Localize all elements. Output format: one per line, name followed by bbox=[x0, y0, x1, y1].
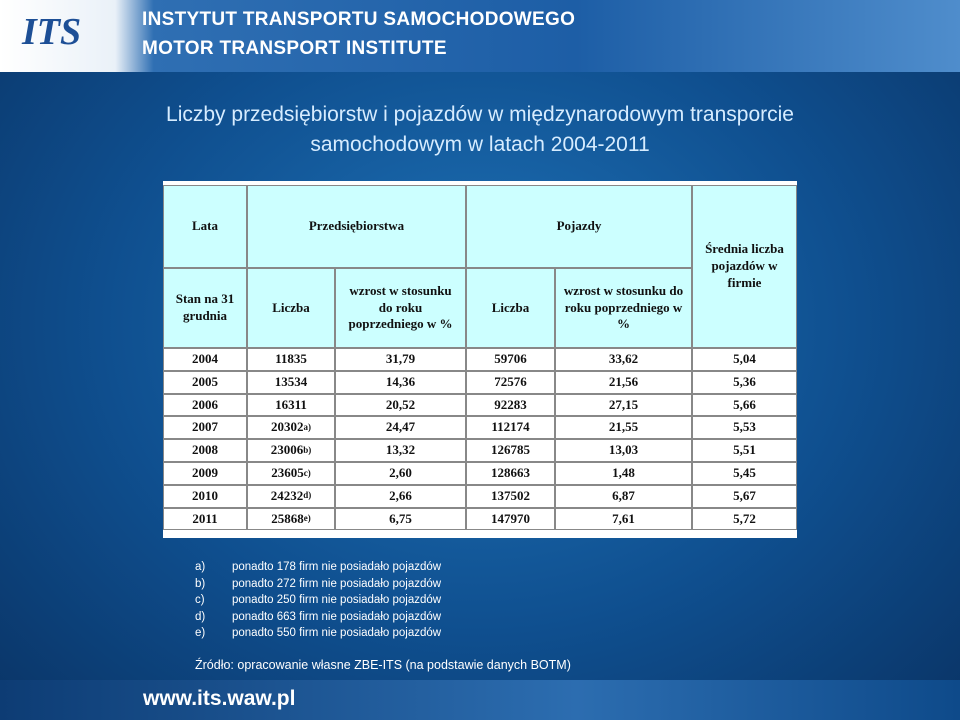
table-cell: 72576 bbox=[466, 370, 555, 394]
note-label: b) bbox=[195, 577, 206, 590]
table-cell: 13,32 bbox=[335, 439, 466, 462]
footer-url: www.its.waw.pl bbox=[143, 687, 296, 710]
table-cell: 2010 bbox=[163, 484, 247, 508]
table-cell: 1,48 bbox=[555, 462, 692, 485]
header-cell: Lata bbox=[163, 185, 247, 268]
note-label: d) bbox=[195, 610, 206, 623]
cell-value: 13534 bbox=[274, 373, 308, 389]
cell-value: 25868 bbox=[271, 510, 304, 526]
table-cell: 112174 bbox=[466, 416, 555, 440]
table-cell: 147970 bbox=[466, 507, 555, 531]
header-cell: Liczba bbox=[466, 268, 555, 348]
table-cell: 2,66 bbox=[335, 484, 466, 508]
table-cell: 25868 e) bbox=[247, 507, 335, 531]
table-cell: 24,47 bbox=[335, 416, 466, 440]
cell-value: 24232 bbox=[270, 487, 304, 503]
table-cell: 7,61 bbox=[555, 507, 692, 531]
footer: www.its.waw.pl bbox=[0, 680, 960, 720]
header: ITS INSTYTUT TRANSPORTU SAMOCHODOWEGO MO… bbox=[0, 0, 960, 72]
table-cell: 2009 bbox=[163, 462, 247, 485]
note-label: a) bbox=[195, 561, 206, 573]
note-label: c) bbox=[195, 594, 205, 606]
cell-value: 20302 bbox=[271, 419, 304, 435]
cell-value: 16311 bbox=[275, 396, 307, 412]
table-cell: 5,36 bbox=[692, 370, 797, 394]
table-cell: 13,03 bbox=[555, 439, 692, 462]
table-cell: 2008 bbox=[163, 439, 247, 462]
table-cell: 6,87 bbox=[555, 484, 692, 508]
note-text: ponadto 550 firm nie posiadało pojazdów bbox=[232, 627, 442, 639]
footnote-ref: c) bbox=[303, 467, 311, 478]
table: Lata Przedsiębiorstwa Pojazdy Średnia liczb… bbox=[163, 181, 797, 538]
table-cell: 16311 bbox=[247, 393, 335, 417]
footnote-ref: a) bbox=[303, 421, 312, 432]
footnote-ref: b) bbox=[303, 444, 312, 455]
table-cell: 5,51 bbox=[692, 439, 797, 462]
table-cell: 2005 bbox=[163, 370, 247, 394]
note-text: ponadto 250 firm nie posiadało pojazdów bbox=[232, 594, 442, 606]
header-cell: Pojazdy bbox=[466, 185, 692, 268]
table-cell: 5,04 bbox=[692, 348, 797, 371]
header-cell: Stan na 31 grudnia bbox=[163, 268, 247, 348]
footnote-ref: d) bbox=[303, 490, 312, 501]
institute-name: INSTYTUT TRANSPORTU SAMOCHODOWEGO bbox=[142, 9, 576, 30]
table-cell: 2011 bbox=[163, 507, 247, 531]
table-cell: 5,45 bbox=[692, 462, 797, 485]
table-cell: 2006 bbox=[163, 393, 247, 417]
table-cell: 20302 a) bbox=[247, 416, 335, 440]
cell-value: 11835 bbox=[275, 350, 307, 366]
table-cell: 33,62 bbox=[555, 348, 692, 371]
table-cell: 6,75 bbox=[335, 507, 466, 531]
table-cell: 23605 c) bbox=[247, 462, 335, 485]
table-cell: 92283 bbox=[466, 393, 555, 417]
institute-name-en: MOTOR TRANSPORT INSTITUTE bbox=[142, 38, 447, 59]
table-cell: 5,66 bbox=[692, 393, 797, 417]
table-cell: 126785 bbox=[466, 439, 555, 462]
header-cell: wzrost w stosunku do roku poprzedniego w… bbox=[335, 268, 466, 348]
table-cell: 13534 bbox=[247, 370, 335, 394]
source: Źródło: opracowanie własne ZBE-ITS (na p… bbox=[195, 658, 571, 672]
logo: ITS bbox=[22, 11, 82, 53]
header-cell: wzrost w stosunku do roku poprzedniego w… bbox=[555, 268, 692, 348]
table-cell: 11835 bbox=[247, 348, 335, 371]
table-cell: 137502 bbox=[466, 484, 555, 508]
table-cell: 14,36 bbox=[335, 370, 466, 394]
table-cell: 2,60 bbox=[335, 462, 466, 485]
table-cell: 5,67 bbox=[692, 484, 797, 508]
header-cell: Liczba bbox=[247, 268, 335, 348]
table-cell: 59706 bbox=[466, 348, 555, 371]
slide-title: samochodowym w latach 2004-2011 bbox=[310, 133, 650, 156]
table-cell: 20,52 bbox=[335, 393, 466, 417]
table-cell: 23006 b) bbox=[247, 439, 335, 462]
table-cell: 24232 d) bbox=[247, 484, 335, 508]
table-cell: 31,79 bbox=[335, 348, 466, 371]
table-cell: 5,72 bbox=[692, 507, 797, 531]
table-cell: 2004 bbox=[163, 348, 247, 371]
header-cell: Przedsiębiorstwa bbox=[247, 185, 466, 268]
table-cell: 27,15 bbox=[555, 393, 692, 417]
note-label: e) bbox=[195, 627, 206, 639]
cell-value: 23006 bbox=[270, 442, 304, 458]
table-cell: 128663 bbox=[466, 462, 555, 485]
table-cell: 5,53 bbox=[692, 416, 797, 440]
header-cell: Średnia liczba pojazdów w firmie bbox=[692, 185, 797, 348]
footnote-ref: e) bbox=[303, 513, 311, 524]
note-text: ponadto 178 firm nie posiadało pojazdów bbox=[232, 561, 442, 573]
table-cell: 21,55 bbox=[555, 416, 692, 440]
table-cell: 21,56 bbox=[555, 370, 692, 394]
note-text: ponadto 663 firm nie posiadało pojazdów bbox=[232, 610, 442, 623]
cell-value: 23605 bbox=[271, 464, 304, 480]
slide-title: Liczby przedsiębiorstw i pojazdów w międ… bbox=[166, 103, 794, 126]
table-cell: 2007 bbox=[163, 416, 247, 440]
note-text: ponadto 272 firm nie posiadało pojazdów bbox=[232, 577, 442, 590]
